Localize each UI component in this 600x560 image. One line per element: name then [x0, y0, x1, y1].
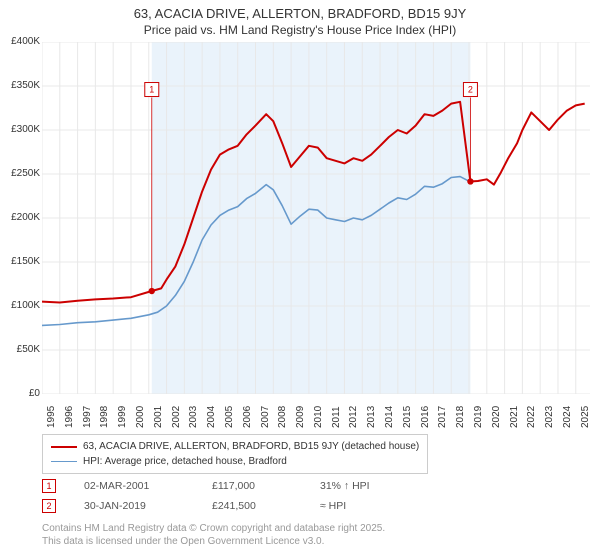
x-axis-tick: 2024 — [562, 406, 573, 428]
copyright-line: This data is licensed under the Open Gov… — [42, 535, 385, 548]
transaction-table: 1 02-MAR-2001 £117,000 31% ↑ HPI 2 30-JAN-201… — [42, 476, 370, 516]
x-axis-tick: 2020 — [491, 406, 502, 428]
legend-swatch — [51, 461, 77, 462]
x-axis-tick: 2014 — [384, 406, 395, 428]
x-axis-tick: 1997 — [82, 406, 93, 428]
transaction-row: 2 30-JAN-2019 £241,500 ≈ HPI — [42, 496, 370, 516]
transaction-row: 1 02-MAR-2001 £117,000 31% ↑ HPI — [42, 476, 370, 496]
price-chart: 12 — [42, 42, 590, 394]
x-axis-tick: 2022 — [526, 406, 537, 428]
svg-text:1: 1 — [149, 85, 154, 95]
x-axis-tick: 1996 — [64, 406, 75, 428]
legend-swatch — [51, 446, 77, 448]
copyright-text: Contains HM Land Registry data © Crown c… — [42, 522, 385, 548]
x-axis-tick: 2013 — [366, 406, 377, 428]
x-axis-tick: 2011 — [331, 406, 342, 428]
x-axis-tick: 2005 — [224, 406, 235, 428]
x-axis-tick: 2016 — [420, 406, 431, 428]
y-axis-tick: £150K — [0, 256, 40, 267]
transaction-marker-icon: 2 — [42, 499, 56, 513]
x-axis-tick: 2007 — [260, 406, 271, 428]
chart-title: 63, ACACIA DRIVE, ALLERTON, BRADFORD, BD… — [0, 0, 600, 23]
x-axis-tick: 2012 — [348, 406, 359, 428]
transaction-delta: ≈ HPI — [320, 500, 346, 512]
transaction-price: £117,000 — [212, 480, 292, 492]
y-axis-tick: £100K — [0, 300, 40, 311]
x-axis-tick: 2000 — [135, 406, 146, 428]
chart-subtitle: Price paid vs. HM Land Registry's House … — [0, 23, 600, 37]
y-axis-tick: £300K — [0, 124, 40, 135]
transaction-delta: 31% ↑ HPI — [320, 480, 370, 492]
y-axis-tick: £200K — [0, 212, 40, 223]
y-axis-tick: £350K — [0, 80, 40, 91]
x-axis-tick: 2003 — [188, 406, 199, 428]
x-axis-tick: 2021 — [509, 406, 520, 428]
x-axis-tick: 2017 — [437, 406, 448, 428]
legend: 63, ACACIA DRIVE, ALLERTON, BRADFORD, BD… — [42, 434, 428, 474]
y-axis-tick: £250K — [0, 168, 40, 179]
transaction-price: £241,500 — [212, 500, 292, 512]
x-axis-tick: 2023 — [544, 406, 555, 428]
x-axis-tick: 2015 — [402, 406, 413, 428]
legend-item: 63, ACACIA DRIVE, ALLERTON, BRADFORD, BD… — [51, 439, 419, 454]
x-axis-tick: 2004 — [206, 406, 217, 428]
transaction-marker-icon: 1 — [42, 479, 56, 493]
copyright-line: Contains HM Land Registry data © Crown c… — [42, 522, 385, 535]
x-axis-tick: 2001 — [153, 406, 164, 428]
x-axis-tick: 2006 — [242, 406, 253, 428]
y-axis-tick: £0 — [0, 388, 40, 399]
svg-text:2: 2 — [468, 85, 473, 95]
x-axis-tick: 2019 — [473, 406, 484, 428]
x-axis-tick: 2009 — [295, 406, 306, 428]
transaction-date: 02-MAR-2001 — [84, 480, 184, 492]
x-axis-tick: 2010 — [313, 406, 324, 428]
x-axis-tick: 1998 — [99, 406, 110, 428]
x-axis-tick: 1995 — [46, 406, 57, 428]
x-axis-tick: 2008 — [277, 406, 288, 428]
x-axis-tick: 2002 — [171, 406, 182, 428]
legend-item: HPI: Average price, detached house, Brad… — [51, 454, 419, 469]
transaction-date: 30-JAN-2019 — [84, 500, 184, 512]
x-axis-tick: 2018 — [455, 406, 466, 428]
y-axis-tick: £400K — [0, 36, 40, 47]
y-axis-tick: £50K — [0, 344, 40, 355]
x-axis-tick: 1999 — [117, 406, 128, 428]
legend-label: HPI: Average price, detached house, Brad… — [83, 454, 287, 469]
x-axis-tick: 2025 — [580, 406, 591, 428]
legend-label: 63, ACACIA DRIVE, ALLERTON, BRADFORD, BD… — [83, 439, 419, 454]
